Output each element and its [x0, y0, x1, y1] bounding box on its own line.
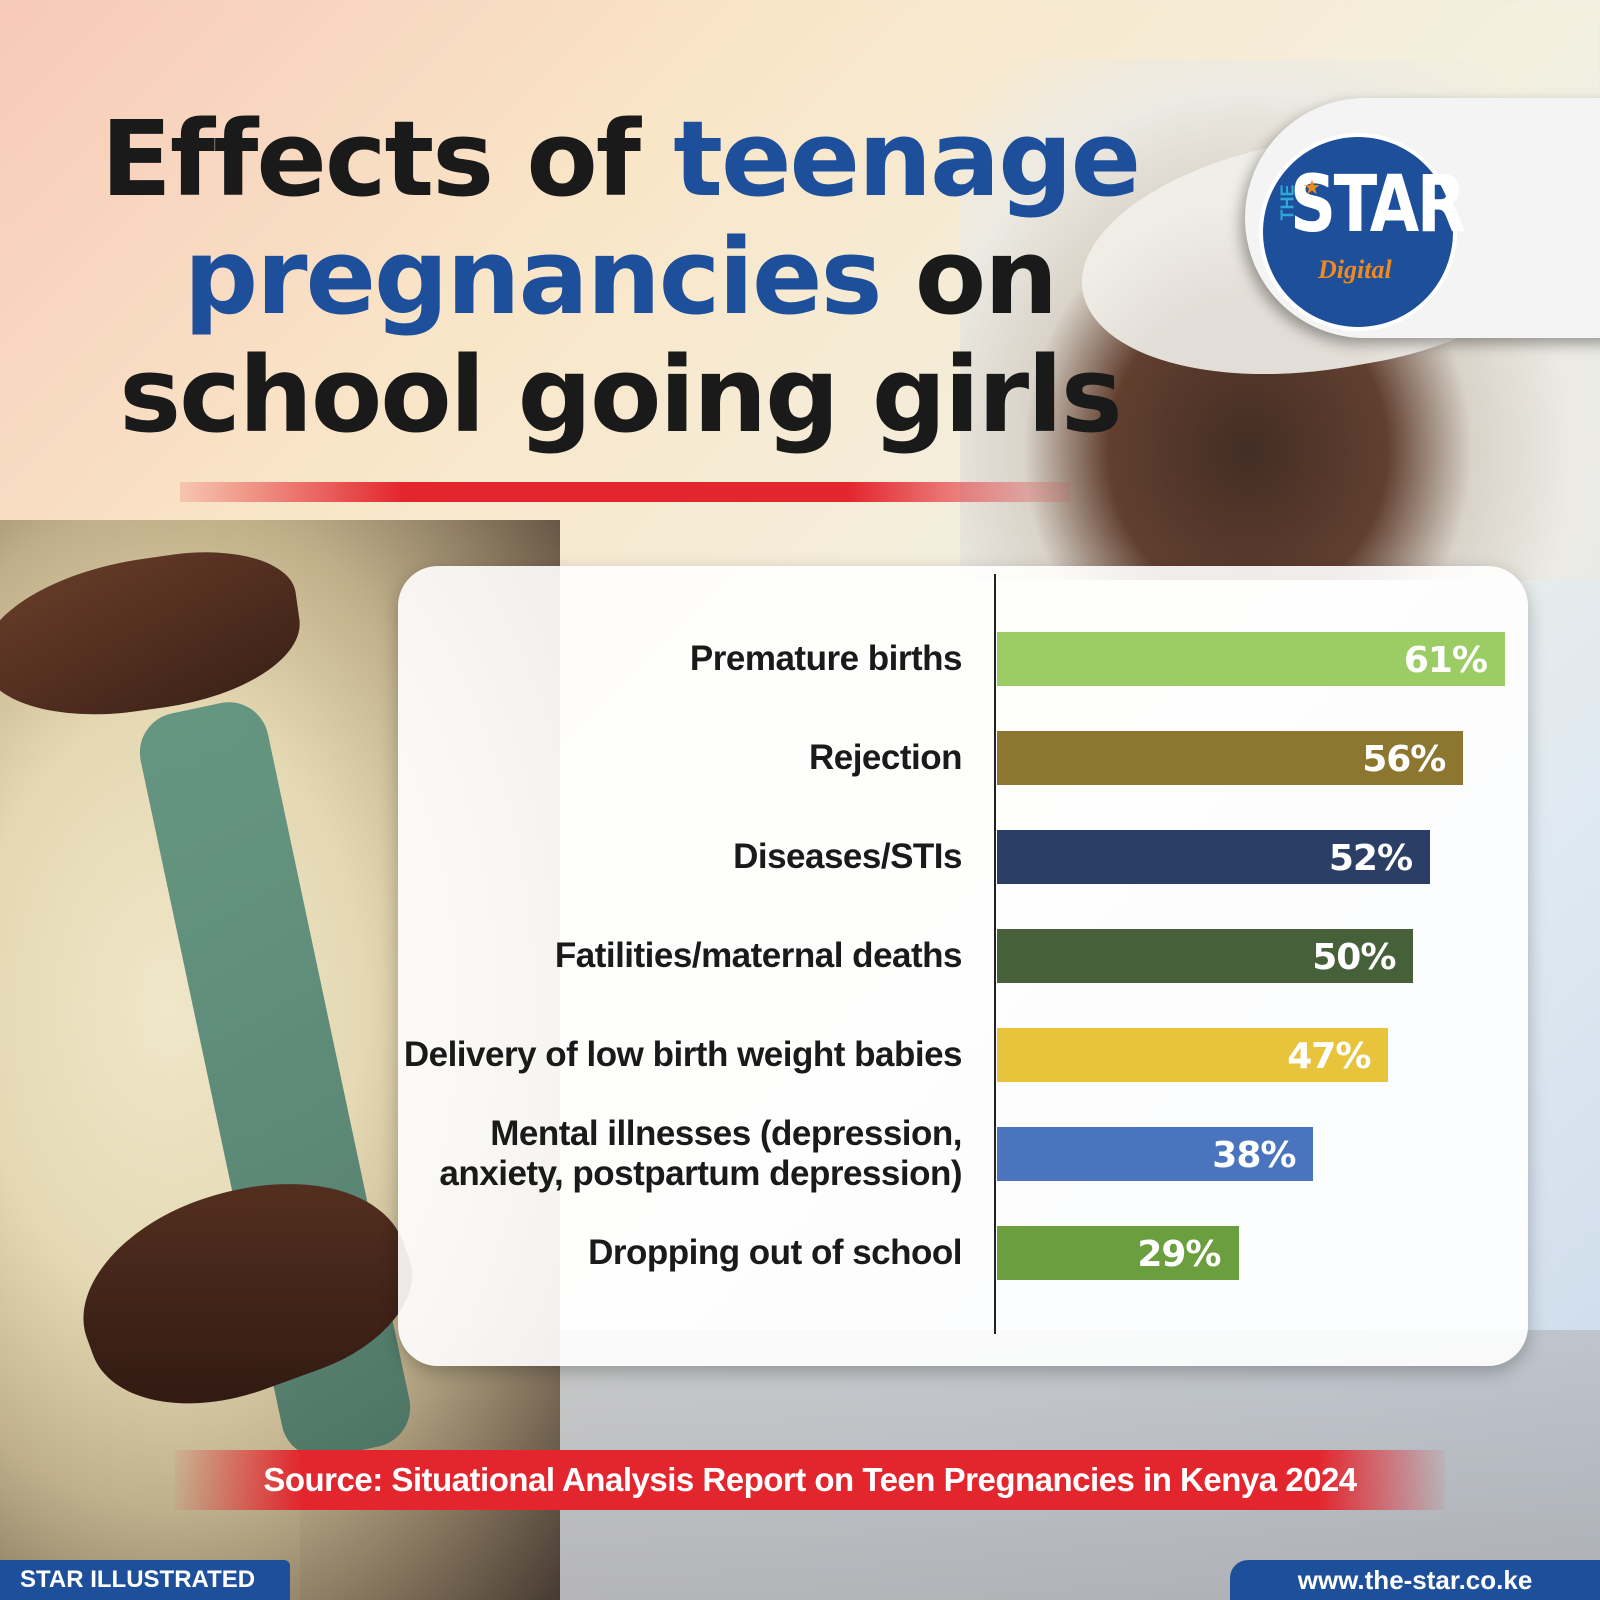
- title-part2: on school going girls: [119, 216, 1123, 456]
- bar-row: Delivery of low birth weight babies 47%: [0, 1028, 1600, 1082]
- title-part1: Effects of: [100, 98, 674, 220]
- bar-category-label: Diseases/STIs: [733, 837, 962, 876]
- bar-row: Rejection 56%: [0, 731, 1600, 785]
- footer-credit: STAR ILLUSTRATED: [0, 1560, 290, 1600]
- chart-axis-line: [994, 574, 996, 1334]
- bar-category-label: Fatilities/maternal deaths: [554, 936, 963, 975]
- bar-row: Fatilities/maternal deaths 50%: [0, 929, 1600, 983]
- bar: 38%: [997, 1127, 1314, 1181]
- bar: 47%: [997, 1028, 1389, 1082]
- bar-category-label: Dropping out of school: [588, 1233, 962, 1272]
- bar-value-label: 52%: [1328, 838, 1413, 879]
- bar-value-label: 56%: [1362, 739, 1446, 780]
- bar-value-label: 50%: [1312, 937, 1396, 978]
- title-highlight-pregnancies: pregnancies: [183, 216, 883, 338]
- logo-digital-text: Digital: [1318, 255, 1392, 284]
- bar: 50%: [997, 929, 1414, 983]
- bar-value-label: 38%: [1212, 1135, 1296, 1176]
- bar-category-label: Delivery of low birth weight babies: [403, 1035, 963, 1074]
- bar-category-label: Premature births: [689, 639, 963, 678]
- page-title: Effects of teenage pregnancies on school …: [40, 100, 1200, 454]
- source-note: Source: Situational Analysis Report on T…: [175, 1450, 1445, 1510]
- star-icon: ★: [1303, 177, 1321, 199]
- bar-row: Mental illnesses (depression, anxiety, p…: [0, 1114, 1600, 1193]
- footer-website-link[interactable]: www.the-star.co.ke: [1230, 1560, 1600, 1600]
- bar-value-label: 61%: [1403, 640, 1488, 681]
- bar-row: Premature births 61%: [0, 632, 1600, 686]
- star-logo: [1263, 137, 1453, 327]
- bar-category-label: Mental illnesses (depression, anxiety, p…: [439, 1114, 962, 1193]
- title-highlight-teenage: teenage: [673, 98, 1141, 220]
- bar-value-label: 47%: [1287, 1036, 1371, 1077]
- bar-category-label: Rejection: [808, 738, 963, 777]
- bar-row: Dropping out of school 29%: [0, 1226, 1600, 1280]
- bar-value-label: 29%: [1137, 1234, 1221, 1275]
- bar: 52%: [997, 830, 1431, 884]
- title-divider: [180, 482, 1070, 502]
- bar: 56%: [997, 731, 1464, 785]
- bar: 29%: [997, 1226, 1239, 1280]
- logo-star-text: STAR: [1290, 160, 1466, 250]
- bar: 61%: [997, 632, 1505, 686]
- bar-row: Diseases/STIs 52%: [0, 830, 1600, 884]
